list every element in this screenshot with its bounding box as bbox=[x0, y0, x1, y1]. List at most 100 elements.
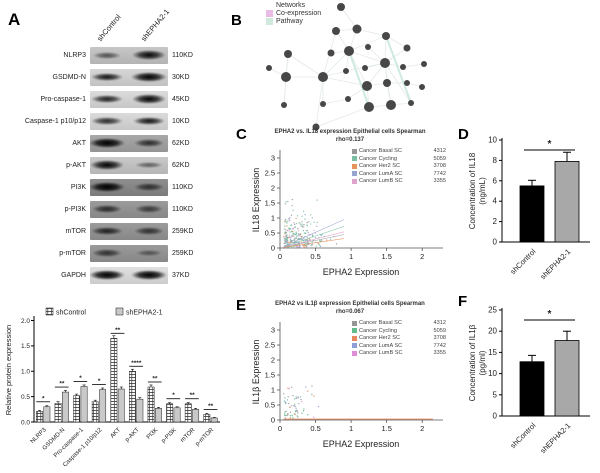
panel-d-label: D bbox=[458, 126, 469, 143]
data-point bbox=[289, 411, 292, 413]
x-category-label: shEPHA2-1 bbox=[538, 247, 572, 281]
data-point bbox=[335, 243, 338, 245]
blot-image bbox=[90, 68, 168, 86]
y-tick-label: 0.5 bbox=[21, 394, 30, 401]
y-axis-label-line2: (pg/ml) bbox=[478, 350, 487, 375]
network-edge bbox=[322, 98, 349, 105]
y-axis-label-line1: Concentration of IL1β bbox=[468, 324, 477, 401]
legend-swatch bbox=[352, 328, 357, 333]
network-legend-row: Co-expression bbox=[266, 10, 321, 17]
x-category-label: p-mTOR bbox=[195, 427, 216, 448]
molecular-weight: 62KD bbox=[172, 139, 190, 147]
data-point bbox=[283, 393, 285, 395]
data-point bbox=[304, 218, 306, 220]
bar-shControl-Caspase-1 p10/p12 bbox=[91, 401, 99, 423]
network-node bbox=[337, 3, 345, 11]
data-point bbox=[287, 396, 289, 398]
data-point bbox=[297, 238, 300, 240]
data-point bbox=[285, 201, 287, 203]
scatter-legend-row: Cancer Cycling 5059 bbox=[352, 328, 446, 334]
data-point bbox=[299, 245, 301, 247]
data-point bbox=[290, 236, 293, 238]
data-point bbox=[291, 415, 294, 417]
data-point bbox=[296, 235, 298, 237]
legend-swatch-blank bbox=[266, 2, 273, 9]
protein-band bbox=[135, 161, 163, 169]
molecular-weight: 110KD bbox=[172, 205, 193, 213]
blot-image bbox=[90, 112, 168, 130]
bar-shControl-NLRP3 bbox=[36, 411, 43, 423]
data-point bbox=[291, 198, 294, 201]
network-node bbox=[383, 79, 391, 87]
data-point bbox=[286, 240, 289, 242]
data-point bbox=[286, 238, 289, 240]
data-point bbox=[303, 246, 306, 248]
data-point bbox=[287, 242, 290, 244]
legend-swatch bbox=[352, 148, 357, 154]
data-point bbox=[285, 240, 287, 243]
network-node bbox=[386, 100, 396, 110]
legend-swatch bbox=[266, 10, 273, 17]
data-point bbox=[317, 242, 319, 245]
data-point bbox=[290, 224, 292, 227]
bar-shEPHA2-1-mTOR bbox=[192, 409, 200, 423]
protein-name: AKT bbox=[72, 139, 86, 147]
data-point bbox=[284, 401, 287, 404]
data-point bbox=[289, 238, 291, 240]
protein-name: NLRP3 bbox=[63, 51, 86, 59]
data-point bbox=[284, 397, 286, 399]
y-tick-label: 1.5 bbox=[265, 199, 275, 208]
bar-shControl-p-PI3K bbox=[166, 403, 174, 423]
blot-row-p-PI3K: p-PI3K 110KD bbox=[0, 198, 232, 220]
network-node bbox=[382, 32, 390, 40]
blot-row-GSDMD-N: GSDMD-N 30KD bbox=[0, 66, 232, 88]
x-category-label: AKT bbox=[110, 427, 123, 440]
data-point bbox=[315, 225, 318, 227]
data-point bbox=[320, 239, 323, 241]
network-node bbox=[284, 50, 292, 58]
panel-b-label: B bbox=[231, 12, 242, 29]
data-point bbox=[295, 397, 298, 400]
y-tick-label: 25 bbox=[488, 306, 497, 315]
data-point bbox=[298, 402, 300, 405]
scatter-legend-count: 4312 bbox=[433, 320, 446, 326]
blot-image bbox=[90, 222, 168, 240]
protein-name: Caspase-1 p10/p12 bbox=[24, 117, 86, 125]
blot-image bbox=[90, 156, 168, 174]
bar-shControl-AKT bbox=[110, 338, 118, 423]
data-point bbox=[286, 414, 288, 416]
data-point bbox=[291, 205, 293, 207]
y-tick-label: 0.0 bbox=[21, 419, 30, 426]
y-axis-label-line1: Concentration of IL18 bbox=[468, 152, 477, 229]
data-point bbox=[295, 222, 298, 225]
bar-d-plot: 0 2 4 6 8 10 Concentration of IL18 (ng/mL) shCon… bbox=[468, 136, 590, 281]
data-point bbox=[293, 232, 295, 235]
network-legend-title-row: Networks bbox=[266, 2, 321, 9]
data-point bbox=[297, 412, 299, 414]
network-node bbox=[408, 100, 414, 106]
protein-name: Pro-caspase-1 bbox=[40, 95, 86, 103]
scatter-legend-count: 7742 bbox=[433, 170, 446, 177]
protein-name: mTOR bbox=[65, 227, 86, 235]
network-edge bbox=[340, 6, 358, 30]
y-tick-label: 0 bbox=[271, 244, 275, 253]
data-point bbox=[294, 398, 296, 400]
data-point bbox=[290, 247, 293, 249]
network-node bbox=[327, 49, 335, 57]
data-point bbox=[311, 244, 313, 246]
x-tick-label: 0.5 bbox=[310, 424, 320, 433]
data-point bbox=[293, 235, 295, 237]
scatter-legend-row: Cancer Basal SC 4312 bbox=[352, 148, 446, 154]
scatter-points bbox=[283, 198, 338, 249]
data-point bbox=[298, 246, 300, 248]
data-point bbox=[319, 240, 322, 242]
data-point bbox=[290, 386, 293, 388]
regression-line bbox=[283, 219, 345, 247]
scatter-legend-row: Cancer LumA SC 7742 bbox=[352, 171, 446, 177]
y-tick-label: 3 bbox=[271, 154, 275, 163]
x-category-label: shControl bbox=[508, 421, 537, 450]
data-point bbox=[305, 386, 307, 388]
data-point bbox=[313, 229, 315, 232]
data-point bbox=[293, 223, 296, 226]
network-pathway-edge bbox=[348, 50, 370, 108]
